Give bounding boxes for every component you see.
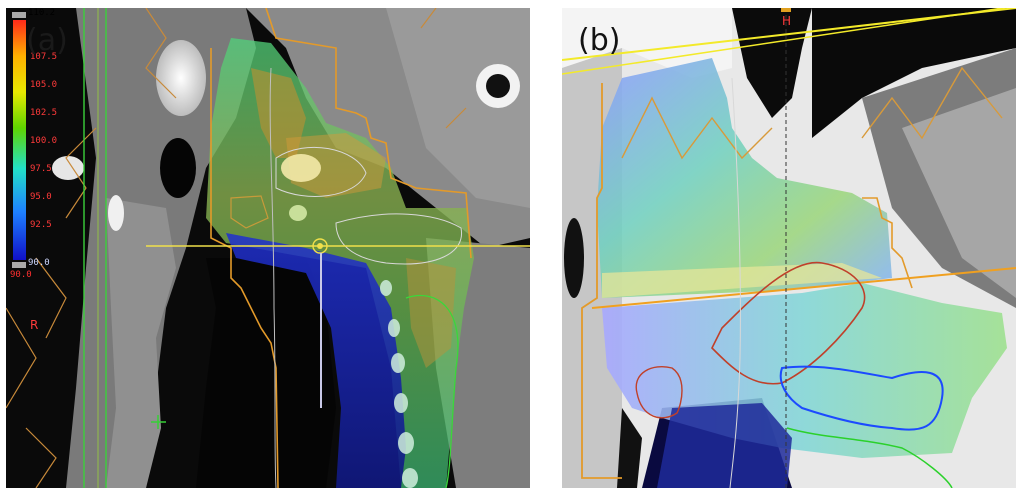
- colorbar-tick-label: 105.0: [30, 80, 58, 90]
- colorbar-tick-label: 95.0: [30, 192, 52, 202]
- colorbar-tick-label: 100.0: [30, 136, 58, 146]
- panel-b-label: (b): [578, 23, 621, 58]
- panel-a-image: [6, 8, 530, 488]
- colorbar-gradient: [13, 20, 26, 260]
- panel-b-image: [562, 8, 1016, 488]
- colorbar-current-label: 90.0: [28, 258, 50, 268]
- colorbar-tick-label: 97.5: [30, 164, 52, 174]
- colorbar-bottom-label: 90.0: [10, 270, 32, 280]
- orientation-marker-b: H: [782, 14, 792, 28]
- orientation-marker-a: R: [30, 318, 39, 332]
- colorbar-tick-label: 102.5: [30, 108, 58, 118]
- colorbar-tick-label: 92.5: [30, 220, 52, 230]
- colorbar-tick-label: 107.5: [30, 52, 58, 62]
- panel-a-axial-ct-dose: 110.2 107.5 105.0 102.5 100.0 97.5 95.0 92.5 9…: [6, 8, 530, 488]
- panel-a-label: (a): [26, 23, 68, 58]
- colorbar-top-label: 110.2: [28, 8, 56, 18]
- panel-b-sagittal-ct-dose: H (b): [562, 8, 1016, 488]
